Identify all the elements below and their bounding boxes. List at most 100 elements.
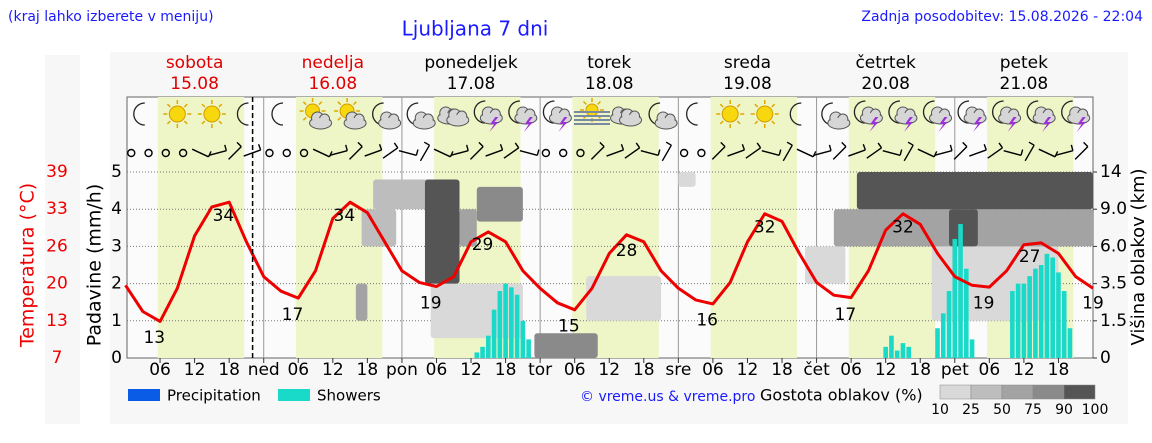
precip-tick-label: 5 <box>111 162 122 182</box>
credit: © vreme.us & vreme.pro <box>580 389 755 405</box>
wind-feather <box>983 144 987 151</box>
precip-bar <box>503 283 508 358</box>
temperature-label: 13 <box>143 328 165 348</box>
day-name: sreda <box>724 53 771 73</box>
cloud-cell <box>586 276 662 321</box>
temp-tick-label: 7 <box>52 348 63 368</box>
temp-tick-label: 13 <box>46 311 68 331</box>
precip-bar <box>520 320 526 358</box>
wind-barb <box>1074 146 1089 160</box>
wind-barb <box>745 147 761 159</box>
day-name: sobota <box>166 53 224 73</box>
wind-feather <box>236 141 242 148</box>
weather-icon <box>957 100 987 132</box>
icon-part <box>337 116 342 121</box>
cloud-tick-label: 0 <box>1100 348 1111 368</box>
temperature-label: 28 <box>616 241 638 261</box>
x-tick-label: 06 <box>564 360 586 380</box>
icon-part <box>481 113 502 123</box>
wind-feather <box>877 142 883 149</box>
wind-barb <box>329 149 348 157</box>
weather-icon <box>648 102 678 130</box>
x-tick-label: 06 <box>702 360 724 380</box>
precip-bar <box>474 352 480 358</box>
icon-part <box>754 103 759 108</box>
precip-bar <box>1033 268 1038 358</box>
weather-icon <box>1061 100 1091 132</box>
wind-feather <box>328 151 333 158</box>
icon-part <box>736 103 741 108</box>
wind-feather <box>599 141 605 148</box>
day-date: 15.08 <box>170 74 219 94</box>
day-date: 21.08 <box>1000 74 1049 94</box>
precip-bar <box>946 291 952 358</box>
precip-bar <box>486 335 491 358</box>
cloud-cell <box>373 179 431 210</box>
wind-calm <box>161 148 171 158</box>
wind-feather <box>415 149 419 156</box>
weather-icon <box>473 100 503 132</box>
icon-part <box>379 118 400 128</box>
precip-bar <box>1056 272 1061 358</box>
density-tick-label: 100 <box>1082 402 1109 418</box>
density-swatch <box>1032 384 1065 400</box>
icon-part <box>218 103 223 108</box>
wind-feather <box>224 144 228 151</box>
wind-feather <box>907 141 914 146</box>
icon-part <box>345 118 366 128</box>
wind-feather <box>657 149 661 156</box>
icon-part <box>166 103 171 108</box>
icon-part <box>756 105 774 123</box>
icon-part <box>585 103 599 117</box>
daylight <box>710 97 797 358</box>
wind-calm <box>541 148 551 158</box>
precip-bar <box>958 224 963 358</box>
x-tick-label: 18 <box>771 360 793 380</box>
wind-barb <box>433 148 451 158</box>
wind-calm <box>679 148 689 158</box>
wind-barb <box>882 149 901 157</box>
wind-barb <box>312 148 330 158</box>
x-tick-label: čet <box>803 360 830 380</box>
wind-feather <box>1083 141 1089 148</box>
icon-part <box>203 105 221 123</box>
precip-bar <box>1021 283 1027 358</box>
cloud-tick-label: 14 <box>1100 162 1122 182</box>
wind-barb <box>761 149 780 157</box>
icon-part <box>1076 117 1086 132</box>
precip-bar <box>1010 291 1015 358</box>
icon-part <box>903 117 913 132</box>
weather-icon <box>610 106 643 127</box>
cloud-legend-title: Gostota oblakov (%) <box>760 386 923 405</box>
icon-part <box>414 118 435 128</box>
x-tick-label: 18 <box>1048 360 1070 380</box>
temperature-label: 19 <box>973 293 995 313</box>
weather-icon <box>992 100 1022 132</box>
density-tick-label: 90 <box>1055 402 1073 418</box>
temperature-label: 19 <box>420 293 442 313</box>
temperature-label: 34 <box>334 206 356 226</box>
wind-feather <box>345 144 348 151</box>
icon-part <box>719 120 724 125</box>
cloud-cell <box>476 186 523 222</box>
icon-part <box>515 113 536 123</box>
cloud-cell <box>856 172 1093 210</box>
precip-bar <box>1015 283 1021 358</box>
icon-part <box>582 100 587 105</box>
title: Ljubljana 7 dni <box>402 17 549 41</box>
icon-part <box>523 117 533 132</box>
wind-feather <box>635 142 641 149</box>
temperature-label: 17 <box>835 305 857 325</box>
wind-barb <box>727 149 745 157</box>
weather-icon <box>542 100 572 132</box>
wind-barb <box>903 144 914 162</box>
wind-feather <box>357 141 363 148</box>
icon-part <box>754 120 759 125</box>
temp-tick-label: 26 <box>46 236 68 256</box>
temp-tick-label: 33 <box>46 199 68 219</box>
cloud-cell <box>424 179 460 284</box>
precip-tick-label: 0 <box>111 348 122 368</box>
precip-bar <box>969 339 975 358</box>
icon-part <box>166 120 171 125</box>
wind-barb <box>796 148 814 158</box>
